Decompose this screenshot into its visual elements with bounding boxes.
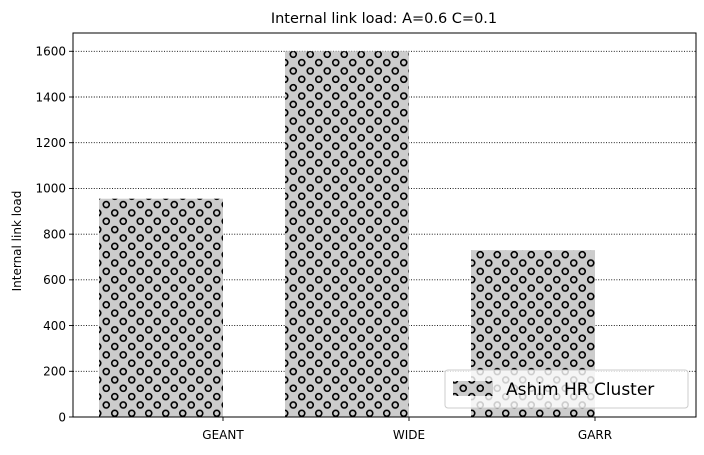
y-tick-label: 600 bbox=[43, 273, 66, 287]
y-tick-label: 800 bbox=[43, 227, 66, 241]
y-tick-label: 0 bbox=[58, 410, 66, 424]
bars bbox=[99, 51, 595, 418]
bar-wide bbox=[285, 51, 409, 418]
legend: Ashim HR Cluster bbox=[444, 369, 689, 409]
y-tick-label: 400 bbox=[43, 319, 66, 333]
x-tick-label: GARR bbox=[578, 428, 612, 442]
y-axis-label: Internal link load bbox=[10, 191, 24, 292]
chart-title: Internal link load: A=0.6 C=0.1 bbox=[271, 11, 497, 27]
y-tick-label: 1200 bbox=[35, 136, 66, 150]
legend-swatch bbox=[453, 381, 493, 396]
legend-label: Ashim HR Cluster bbox=[506, 380, 654, 400]
y-tick-label: 1000 bbox=[35, 182, 66, 196]
y-tick-labels: 0 200 400 600 800 1000 1200 1400 1600 bbox=[35, 45, 66, 425]
x-tick-labels: GEANT WIDE GARR bbox=[202, 428, 612, 442]
legend-box bbox=[444, 369, 689, 409]
axes bbox=[69, 32, 697, 421]
y-tick-label: 1600 bbox=[35, 45, 66, 59]
x-tick-label: WIDE bbox=[393, 428, 425, 442]
x-tick-label: GEANT bbox=[202, 428, 244, 442]
plot-frame bbox=[72, 32, 697, 418]
y-tick-label: 200 bbox=[43, 365, 66, 379]
bar-geant bbox=[99, 198, 223, 417]
y-tick-label: 1400 bbox=[35, 90, 66, 104]
